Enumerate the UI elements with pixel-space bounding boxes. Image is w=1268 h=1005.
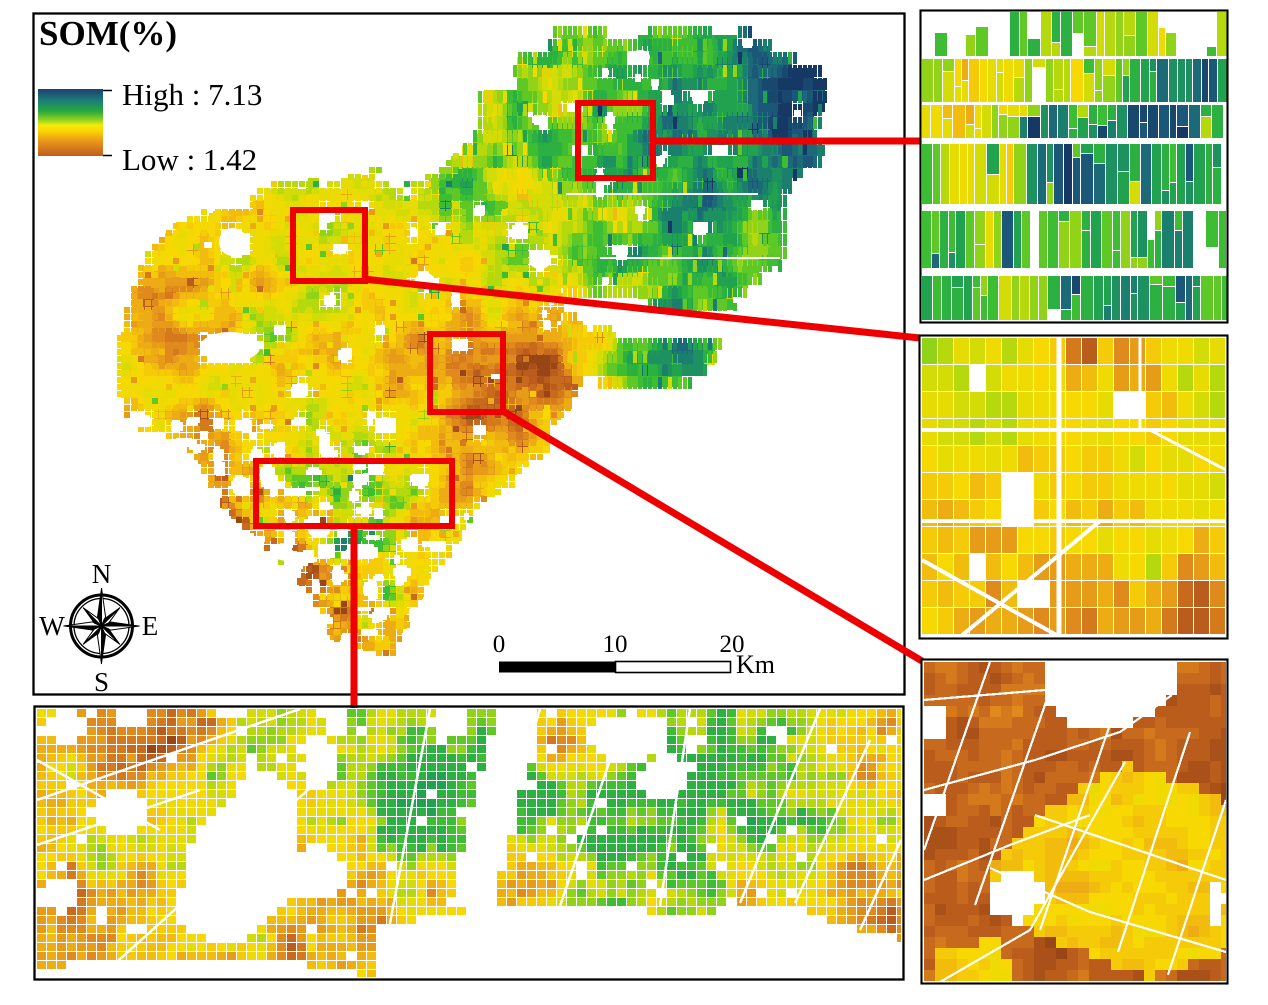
svg-text:10: 10 — [603, 631, 628, 658]
svg-text:S: S — [94, 667, 109, 697]
svg-text:SOM(%): SOM(%) — [39, 14, 177, 53]
svg-text:0: 0 — [493, 631, 506, 658]
svg-text:Km: Km — [736, 650, 775, 679]
svg-text:W: W — [39, 611, 65, 641]
svg-text:20: 20 — [720, 631, 745, 658]
svg-text:High : 7.13: High : 7.13 — [122, 77, 262, 112]
svg-text:E: E — [142, 611, 159, 641]
svg-text:N: N — [92, 559, 112, 589]
svg-text:Low : 1.42: Low : 1.42 — [122, 142, 257, 177]
